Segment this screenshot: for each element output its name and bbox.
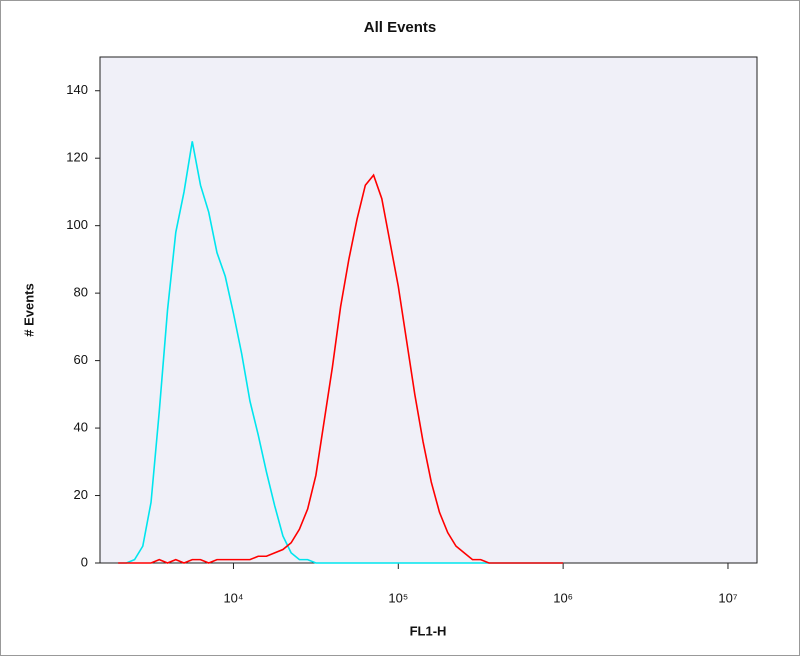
x-axis-label: FL1-H [410, 623, 447, 638]
y-tick-label: 80 [74, 285, 88, 300]
y-tick-label: 100 [66, 217, 88, 232]
y-axis-label: # Events [21, 283, 36, 336]
y-tick-label: 60 [74, 352, 88, 367]
y-tick-label: 40 [74, 420, 88, 435]
x-tick-label: 10⁴ [223, 590, 243, 605]
y-tick-label: 120 [66, 150, 88, 165]
plot-area [99, 56, 758, 564]
y-tick-label: 140 [66, 82, 88, 97]
y-tick-label: 0 [81, 554, 88, 569]
x-tick-label: 10⁶ [553, 590, 573, 605]
series-line [118, 173, 564, 564]
x-tick-label: 10⁷ [718, 590, 737, 605]
chart-title: All Events [364, 19, 437, 36]
y-tick-label: 20 [74, 487, 88, 502]
x-tick-label: 10⁵ [388, 590, 408, 605]
